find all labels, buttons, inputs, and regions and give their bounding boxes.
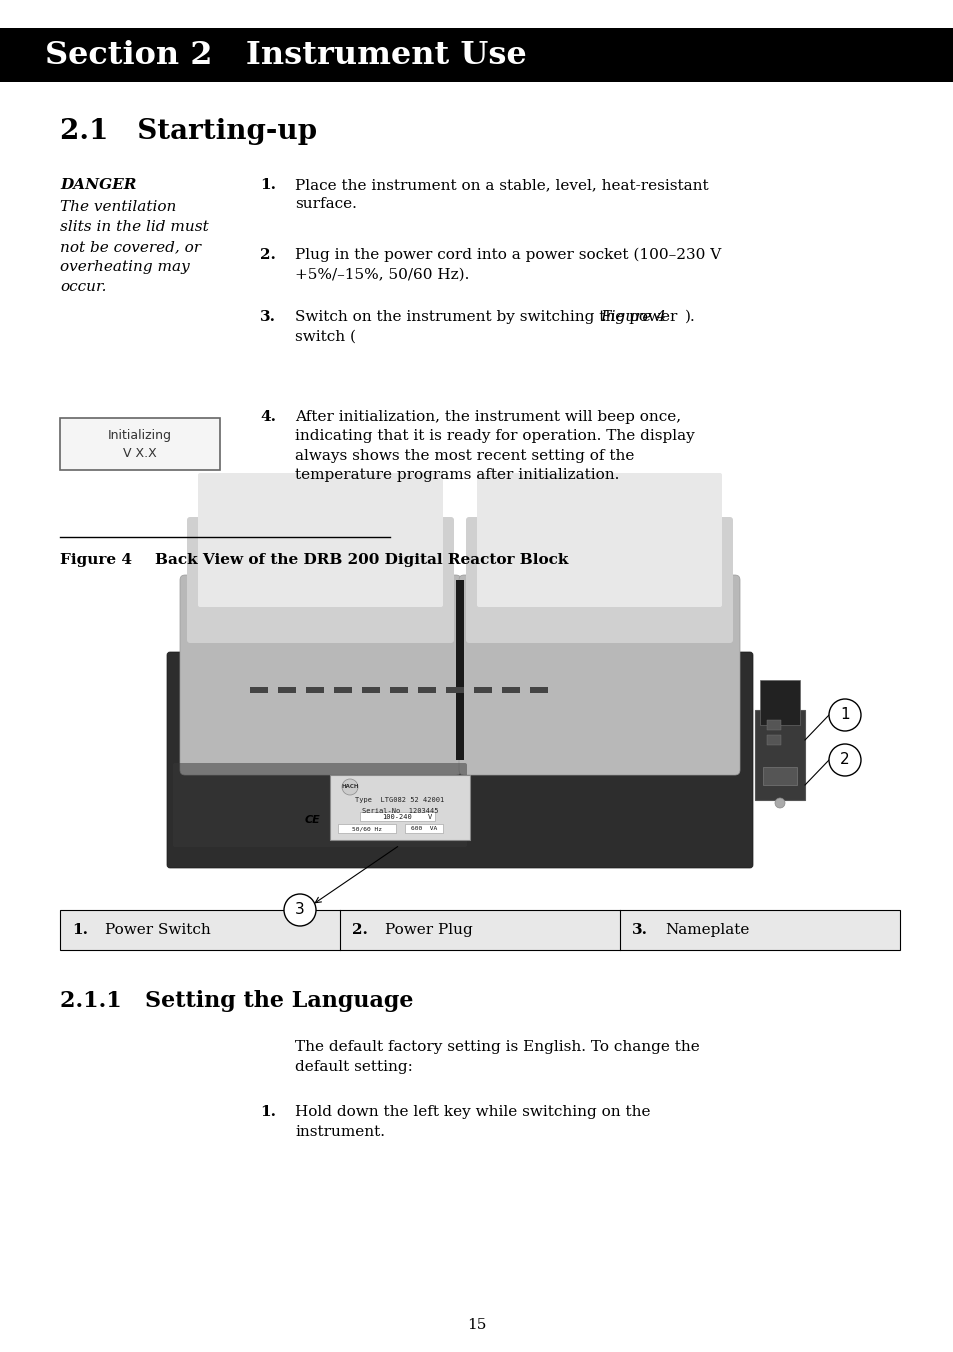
FancyBboxPatch shape xyxy=(187,516,454,644)
Text: 1.: 1. xyxy=(260,178,275,192)
Bar xyxy=(390,687,408,694)
Bar xyxy=(417,687,436,694)
Text: 2.1.1   Setting the Language: 2.1.1 Setting the Language xyxy=(60,990,413,1013)
Text: Place the instrument on a stable, level, heat-resistant
surface.: Place the instrument on a stable, level,… xyxy=(294,178,708,211)
Text: 100-240: 100-240 xyxy=(382,814,412,821)
Text: HACH: HACH xyxy=(341,784,358,790)
Text: 600  VA: 600 VA xyxy=(411,826,436,831)
Text: V: V xyxy=(428,814,432,821)
FancyBboxPatch shape xyxy=(167,652,752,868)
Bar xyxy=(0,28,953,82)
Text: V X.X: V X.X xyxy=(123,448,156,461)
Text: Power Switch: Power Switch xyxy=(105,923,211,937)
Bar xyxy=(277,687,295,694)
Text: 15: 15 xyxy=(467,1318,486,1332)
Bar xyxy=(359,813,435,821)
Circle shape xyxy=(828,744,861,776)
Bar xyxy=(766,735,781,745)
Text: Nameplate: Nameplate xyxy=(664,923,749,937)
Text: 50/60 Hz: 50/60 Hz xyxy=(352,826,381,831)
Text: After initialization, the instrument will beep once,
indicating that it is ready: After initialization, the instrument wil… xyxy=(294,410,694,483)
Bar xyxy=(160,575,809,875)
Text: The ventilation
slits in the lid must
not be covered, or
overheating may
occur.: The ventilation slits in the lid must no… xyxy=(60,200,209,295)
Text: 1.: 1. xyxy=(260,1105,275,1119)
Text: ).: ). xyxy=(684,310,695,324)
Text: Figure 4: Figure 4 xyxy=(60,553,132,566)
Text: 1: 1 xyxy=(840,707,849,722)
Circle shape xyxy=(341,779,357,795)
Text: 3.: 3. xyxy=(260,310,275,324)
Text: 2.: 2. xyxy=(352,923,368,937)
Bar xyxy=(762,767,796,786)
Circle shape xyxy=(774,798,784,808)
Text: 1.: 1. xyxy=(71,923,88,937)
Text: Hold down the left key while switching on the
instrument.: Hold down the left key while switching o… xyxy=(294,1105,650,1138)
Text: 3.: 3. xyxy=(631,923,647,937)
Text: 2.1   Starting-up: 2.1 Starting-up xyxy=(60,118,316,145)
Text: Initializing: Initializing xyxy=(108,430,172,442)
Bar xyxy=(330,775,470,840)
Bar xyxy=(754,710,804,800)
Bar xyxy=(456,580,463,760)
Bar xyxy=(334,687,352,694)
Text: 3: 3 xyxy=(294,903,305,918)
Text: CE: CE xyxy=(304,815,319,825)
Circle shape xyxy=(828,699,861,731)
Text: Power Plug: Power Plug xyxy=(385,923,473,937)
Text: Figure 4: Figure 4 xyxy=(599,310,665,324)
Text: The default factory setting is English. To change the
default setting:: The default factory setting is English. … xyxy=(294,1040,699,1073)
Text: 4.: 4. xyxy=(260,410,275,425)
Text: Plug in the power cord into a power socket (100–230 V
+5%/–15%, 50/60 Hz).: Plug in the power cord into a power sock… xyxy=(294,247,720,281)
Bar xyxy=(405,823,442,833)
Bar xyxy=(250,687,268,694)
Text: Type  LTG082 52 42001: Type LTG082 52 42001 xyxy=(355,796,444,803)
Text: Section 2   Instrument Use: Section 2 Instrument Use xyxy=(45,39,526,70)
FancyBboxPatch shape xyxy=(458,575,740,775)
Bar xyxy=(337,823,395,833)
FancyBboxPatch shape xyxy=(198,473,442,607)
Bar xyxy=(306,687,324,694)
Text: DANGER: DANGER xyxy=(60,178,136,192)
Bar xyxy=(766,721,781,730)
FancyBboxPatch shape xyxy=(465,516,732,644)
Text: 2: 2 xyxy=(840,753,849,768)
Text: Switch on the instrument by switching the power
switch (: Switch on the instrument by switching th… xyxy=(294,310,677,343)
FancyBboxPatch shape xyxy=(172,763,467,846)
Bar xyxy=(501,687,519,694)
Bar xyxy=(760,680,800,725)
Text: Serial-No  1203445: Serial-No 1203445 xyxy=(361,808,437,814)
Bar xyxy=(474,687,492,694)
FancyBboxPatch shape xyxy=(180,575,460,775)
Bar xyxy=(60,418,220,470)
Bar xyxy=(446,687,463,694)
Bar xyxy=(60,910,899,950)
Bar xyxy=(361,687,379,694)
Text: Back View of the DRB 200 Digital Reactor Block: Back View of the DRB 200 Digital Reactor… xyxy=(154,553,568,566)
FancyBboxPatch shape xyxy=(476,473,721,607)
Text: 2.: 2. xyxy=(260,247,275,262)
Bar xyxy=(530,687,547,694)
Circle shape xyxy=(284,894,315,926)
